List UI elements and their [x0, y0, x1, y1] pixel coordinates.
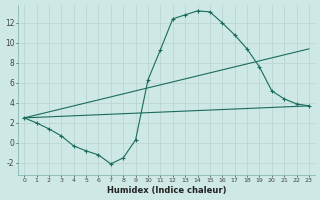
X-axis label: Humidex (Indice chaleur): Humidex (Indice chaleur) [107, 186, 226, 195]
